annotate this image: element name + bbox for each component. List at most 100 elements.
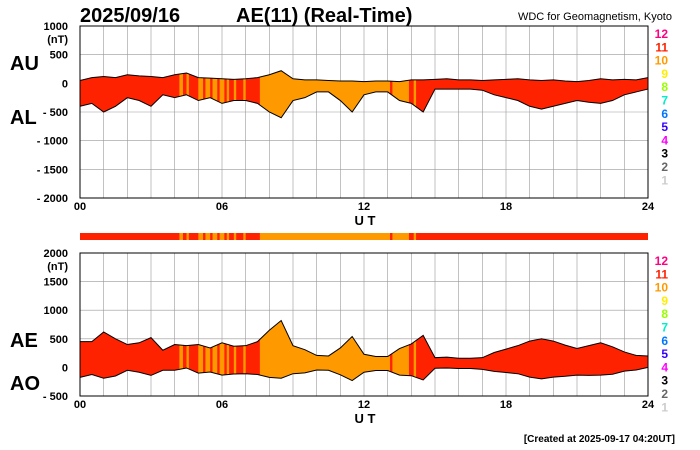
legend-level-8: 8 (661, 80, 668, 94)
x-axis-label-bottom: U T (355, 411, 376, 426)
y-tick-label: 1000 (44, 305, 68, 317)
x-axis-label-top: U T (355, 213, 376, 228)
y-unit-bottom: (nT) (47, 261, 68, 273)
series-line-ao (79, 366, 649, 382)
ae-label: AE (10, 330, 38, 352)
fill-band (179, 320, 183, 381)
y-tick-label: - 2000 (37, 193, 68, 205)
created-timestamp: [Created at 2025-09-17 04:20UT] (524, 434, 675, 445)
legend-level-4: 4 (661, 360, 668, 374)
fill-band (259, 320, 391, 381)
y-tick-label: 500 (50, 50, 68, 62)
fill-band (219, 320, 225, 381)
activity-bar-segment (205, 233, 211, 240)
legend-level-8: 8 (661, 307, 668, 321)
legend-level-7: 7 (661, 94, 668, 108)
activity-bar-segment (259, 233, 391, 240)
fill-band (226, 70, 230, 118)
legend-level-9: 9 (661, 294, 668, 308)
plot-frame (79, 25, 649, 199)
fill-band (212, 320, 218, 381)
y-tick-label: 0 (62, 362, 68, 374)
y-tick-label: 1000 (44, 21, 68, 33)
legend-level-6: 6 (661, 107, 668, 121)
fill-band (413, 320, 417, 381)
y-tick-label: - 500 (43, 391, 68, 403)
y-unit-top: (nT) (47, 34, 68, 46)
legend-level-3: 3 (661, 374, 668, 388)
date-title: 2025/09/16 (80, 5, 180, 27)
activity-bar-segment (226, 233, 230, 240)
y-tick-label: 0 (62, 78, 68, 90)
legend-level-2: 2 (661, 160, 668, 174)
x-tick-label: 06 (216, 399, 228, 411)
legend-level-5: 5 (661, 120, 668, 134)
y-tick-label: - 1500 (37, 164, 68, 176)
y-tick-label: - 1000 (37, 136, 68, 148)
x-tick-label: 18 (500, 399, 512, 411)
chart-title: AE(11) (Real-Time) (236, 5, 412, 27)
series-line-al (79, 88, 649, 119)
ao-label: AO (10, 373, 40, 395)
fill-band (205, 320, 211, 381)
x-tick-label: 12 (358, 399, 370, 411)
legend-level-9: 9 (661, 67, 668, 81)
series-line-ae (80, 319, 649, 359)
source-label: WDC for Geomagnetism, Kyoto (518, 11, 672, 23)
x-tick-label: 18 (500, 201, 512, 213)
activity-bar-segment (413, 233, 417, 240)
al-label: AL (10, 107, 37, 129)
legend-level-12: 12 (655, 27, 669, 41)
legend-level-4: 4 (661, 133, 668, 147)
legend-level-11: 11 (655, 40, 668, 54)
fill-band (243, 320, 246, 381)
activity-bar-segment (219, 233, 225, 240)
legend-level-2: 2 (661, 387, 668, 401)
fill-band (179, 70, 183, 118)
fill-band (186, 320, 189, 381)
legend-level-10: 10 (655, 281, 669, 295)
legend-level-6: 6 (661, 334, 668, 348)
x-tick-label: 24 (642, 201, 655, 213)
fill-band (233, 70, 237, 118)
fill-band (413, 70, 417, 118)
activity-bar-segment (233, 233, 237, 240)
fill-band (392, 320, 409, 381)
legend-level-1: 1 (661, 173, 668, 187)
plot-frame (79, 252, 649, 397)
y-tick-label: 500 (50, 334, 68, 346)
series-line-au (79, 70, 649, 83)
fill-band (226, 320, 230, 381)
legend-level-1: 1 (661, 400, 668, 414)
fill-band (198, 320, 204, 381)
fill-band (186, 70, 189, 118)
y-tick-label: 1500 (44, 277, 68, 289)
legend-level-5: 5 (661, 347, 668, 361)
x-tick-label: 12 (358, 201, 370, 213)
x-tick-label: 06 (216, 201, 228, 213)
fill-band (198, 70, 204, 118)
fill-band (212, 70, 218, 118)
legend-level-7: 7 (661, 321, 668, 335)
activity-bar-segment (179, 233, 183, 240)
legend-level-10: 10 (655, 54, 669, 68)
y-tick-label: - 500 (43, 107, 68, 119)
x-tick-label: 24 (642, 399, 655, 411)
fill-band (219, 70, 225, 118)
activity-bar-segment (243, 233, 246, 240)
activity-bar-segment (198, 233, 204, 240)
fill-band (243, 70, 246, 118)
legend-level-11: 11 (655, 267, 668, 281)
fill-band (233, 320, 237, 381)
legend-level-3: 3 (661, 147, 668, 161)
activity-bar-segment (392, 233, 409, 240)
x-tick-label: 00 (74, 201, 86, 213)
legend-level-12: 12 (655, 254, 669, 268)
activity-bar-segment (186, 233, 189, 240)
x-tick-label: 00 (74, 399, 86, 411)
fill-band (205, 70, 211, 118)
au-label: AU (10, 53, 39, 75)
activity-bar-segment (212, 233, 218, 240)
y-tick-label: 2000 (44, 248, 68, 260)
